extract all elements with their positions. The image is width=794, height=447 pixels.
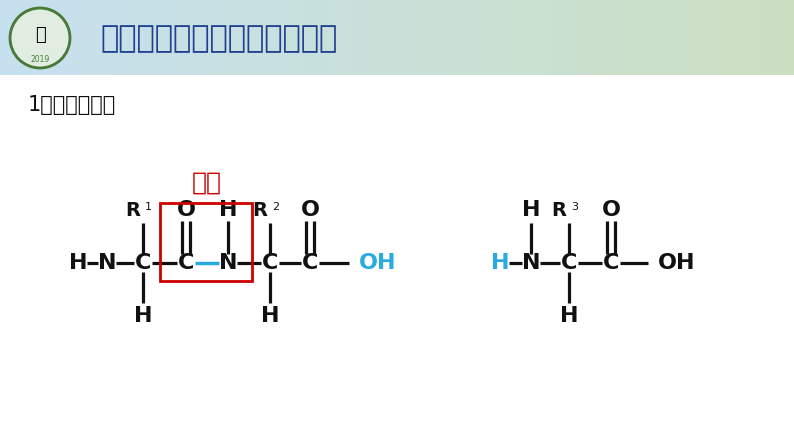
Text: 3: 3 (571, 202, 578, 212)
Bar (160, 203, 252, 281)
Text: N: N (219, 253, 237, 273)
Text: O: O (300, 200, 319, 220)
Text: 2: 2 (272, 202, 279, 212)
Text: R: R (252, 202, 268, 220)
Text: OH: OH (658, 253, 696, 273)
Text: H: H (219, 200, 237, 220)
Text: O: O (602, 200, 620, 220)
Text: H: H (522, 200, 540, 220)
Text: C: C (561, 253, 577, 273)
Text: N: N (522, 253, 540, 273)
Text: O: O (176, 200, 195, 220)
Text: 📖: 📖 (35, 26, 45, 44)
Text: 1、脱水缩合：: 1、脱水缩合： (28, 95, 116, 115)
Text: C: C (262, 253, 278, 273)
Text: 一、蛋白质的结构及其多样性: 一、蛋白质的结构及其多样性 (100, 25, 337, 54)
Text: N: N (98, 253, 116, 273)
Text: R: R (552, 202, 566, 220)
Text: H: H (260, 306, 279, 326)
Text: R: R (125, 202, 141, 220)
Text: OH: OH (359, 253, 396, 273)
Circle shape (10, 8, 70, 68)
Text: C: C (603, 253, 619, 273)
Text: 1: 1 (145, 202, 152, 212)
Text: H: H (491, 253, 509, 273)
Text: H: H (133, 306, 152, 326)
Text: C: C (178, 253, 195, 273)
Text: H: H (560, 306, 578, 326)
Text: H: H (69, 253, 87, 273)
Text: C: C (135, 253, 151, 273)
Text: 2019: 2019 (30, 55, 49, 64)
Text: C: C (302, 253, 318, 273)
Bar (0, 75, 794, 447)
Text: 肽键: 肽键 (192, 171, 222, 195)
